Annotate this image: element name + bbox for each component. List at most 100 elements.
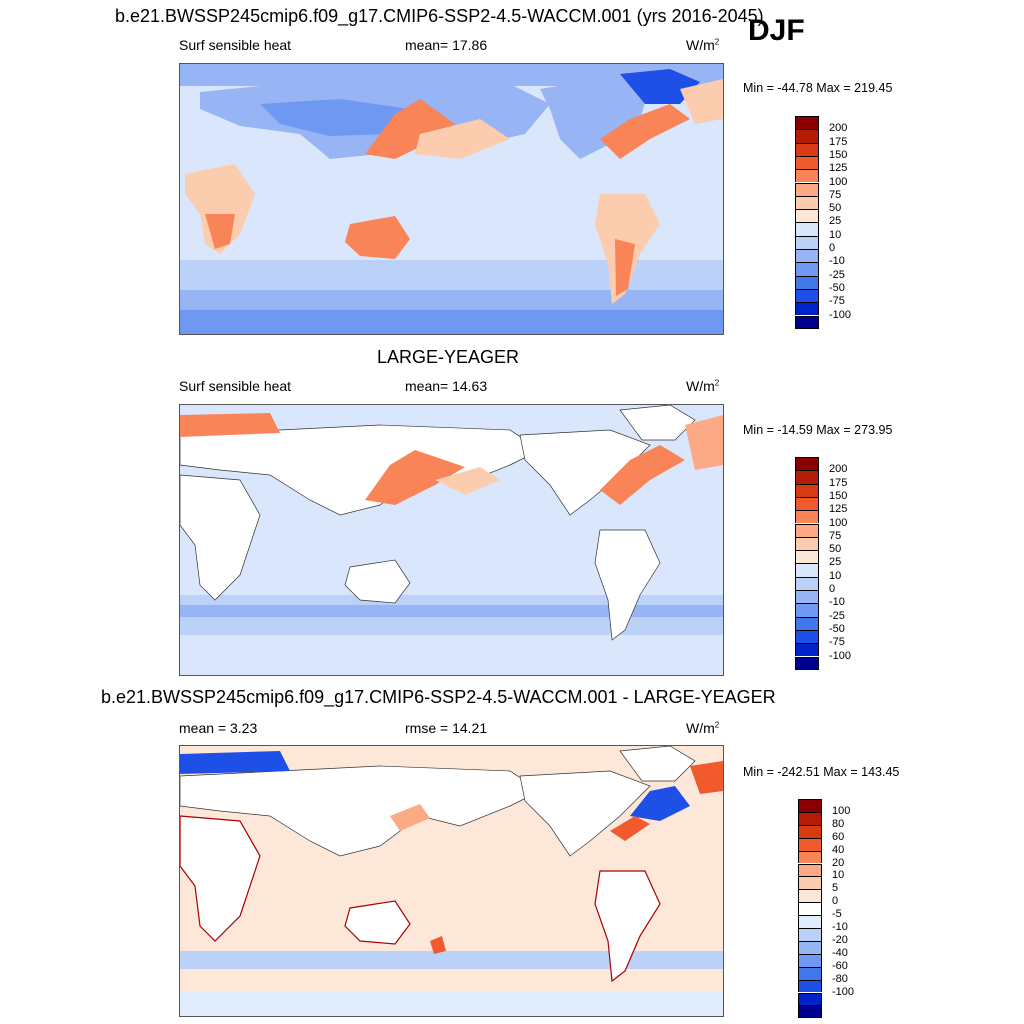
panel1-title: b.e21.BWSSP245cmip6.f09_g17.CMIP6-SSP2-4… (115, 6, 764, 26)
colorbar-tick-label: 125 (829, 162, 848, 175)
colorbar-swatch (795, 616, 819, 630)
gulf-stream-warm-region (600, 445, 685, 505)
colorbar-tick-label: 0 (829, 242, 836, 254)
greenland-land (619, 746, 696, 782)
southern-ocean-band (180, 605, 723, 617)
colorbar-tick-label: 75 (829, 529, 842, 542)
colorbar-swatch (795, 275, 819, 289)
colorbar-swatch (798, 863, 822, 877)
colorbar-tick-label: -100 (832, 985, 855, 998)
colorbar-swatch (798, 928, 822, 941)
colorbar-swatch (795, 536, 819, 551)
colorbar-swatch (798, 799, 822, 812)
colorbar-tick-label: 75 (829, 188, 842, 201)
colorbar-swatch (798, 850, 822, 864)
colorbar-swatch (795, 590, 819, 604)
colorbar-swatch (795, 656, 819, 670)
colorbar-tick-label: 150 (829, 489, 848, 502)
north-pacific-warm-region (415, 119, 510, 159)
colorbar-swatch (798, 966, 822, 980)
colorbar-tick-label: 40 (832, 843, 845, 856)
new-zealand-warm-anomaly (430, 936, 446, 954)
panel2-variable-label: Surf sensible heat (179, 378, 292, 394)
colorbar-swatch (795, 457, 819, 471)
colorbar-swatch (795, 563, 819, 577)
panel3-rmse-label: rmse = 14.21 (405, 720, 488, 736)
colorbar-swatch (798, 824, 822, 838)
colorbar-tick-label: 100 (832, 804, 851, 817)
colorbar-tick-label: 150 (829, 148, 848, 161)
colorbar-swatch (798, 889, 822, 903)
panel3-title: b.e21.BWSSP245cmip6.f09_g17.CMIP6-SSP2-4… (101, 687, 776, 707)
panel1-minmax: Min = -44.78 Max = 219.45 (743, 81, 893, 95)
colorbar-tick-label: -5 (832, 908, 842, 921)
colorbar-swatch (798, 940, 822, 954)
colorbar-tick-label: 50 (829, 543, 842, 556)
colorbar-swatch (795, 603, 819, 617)
colorbar-tick-label: -50 (829, 281, 845, 294)
panel2-minmax: Min = -14.59 Max = 273.95 (743, 423, 893, 437)
colorbar-tick-label: 10 (829, 228, 842, 241)
colorbar-tick-label: 10 (832, 869, 845, 882)
colorbar-swatch (795, 496, 819, 511)
colorbar-swatch (795, 550, 819, 564)
colorbar-tick-label: -60 (832, 959, 848, 972)
panel2-mean-label: mean= 14.63 (405, 378, 488, 394)
colorbar-swatch (795, 195, 819, 210)
panel2-map-field (180, 405, 723, 675)
colorbar-swatch (795, 169, 819, 183)
colorbar-swatch (795, 209, 819, 223)
southern-ocean-band (180, 290, 723, 310)
colorbar-tick-label: -10 (832, 921, 848, 933)
colorbar-swatch (795, 629, 819, 644)
colorbar-swatch (798, 992, 822, 1006)
colorbar-swatch (795, 288, 819, 303)
colorbar-swatch (798, 902, 822, 916)
colorbar-swatch (798, 811, 822, 825)
panel3-units: W/m2 (686, 720, 720, 736)
colorbar-swatch (795, 576, 819, 590)
panel3-map-field (180, 746, 723, 1016)
antarctica-region (180, 310, 723, 334)
colorbar-tick-label: -80 (832, 972, 848, 985)
colorbar-swatch (795, 510, 819, 524)
kuroshio-warm-anomaly (390, 804, 430, 831)
colorbar-tick-label: 10 (829, 569, 842, 582)
north-america-region (540, 79, 650, 159)
panel3-colorbar (798, 799, 822, 1019)
panel1-mean-label: mean= 17.86 (405, 37, 488, 53)
australia-land (344, 559, 411, 604)
colorbar-tick-label: 0 (832, 895, 839, 908)
colorbar-swatch (795, 249, 819, 263)
kuroshio-warm-region (365, 99, 455, 159)
southern-ocean-band (180, 951, 723, 969)
colorbar-swatch (798, 979, 822, 993)
colorbar-tick-label: -75 (829, 636, 845, 649)
panel2-colorbar (795, 457, 819, 670)
colorbar-swatch (798, 915, 822, 928)
colorbar-tick-label: -50 (829, 622, 845, 635)
colorbar-tick-label: 25 (829, 215, 842, 228)
panel1-map (179, 63, 724, 335)
kuroshio-warm-region (365, 450, 465, 505)
panel2-map (179, 404, 724, 676)
colorbar-swatch (795, 142, 819, 156)
colorbar-tick-label: 125 (829, 503, 848, 516)
colorbar-swatch (795, 483, 819, 497)
colorbar-tick-label: -100 (829, 649, 852, 662)
panel3-minmax: Min = -242.51 Max = 143.45 (743, 765, 900, 779)
africa-region (185, 164, 255, 254)
south-america-land (594, 870, 661, 983)
colorbar-tick-label: 200 (829, 122, 848, 135)
greenland-region (620, 69, 700, 104)
colorbar-swatch (795, 262, 819, 276)
gulf-stream-warm-anomaly (610, 816, 650, 841)
colorbar-tick-label: 25 (829, 556, 842, 569)
panel2-units: W/m2 (686, 378, 720, 394)
labrador-sea-cold-anomaly (630, 786, 690, 821)
colorbar-tick-label: 175 (829, 135, 848, 148)
colorbar-tick-label: -25 (829, 268, 845, 281)
colorbar-tick-label: 60 (832, 830, 845, 843)
north-atlantic-warm-region (685, 415, 723, 470)
panel2-title: LARGE-YEAGER (377, 347, 520, 367)
